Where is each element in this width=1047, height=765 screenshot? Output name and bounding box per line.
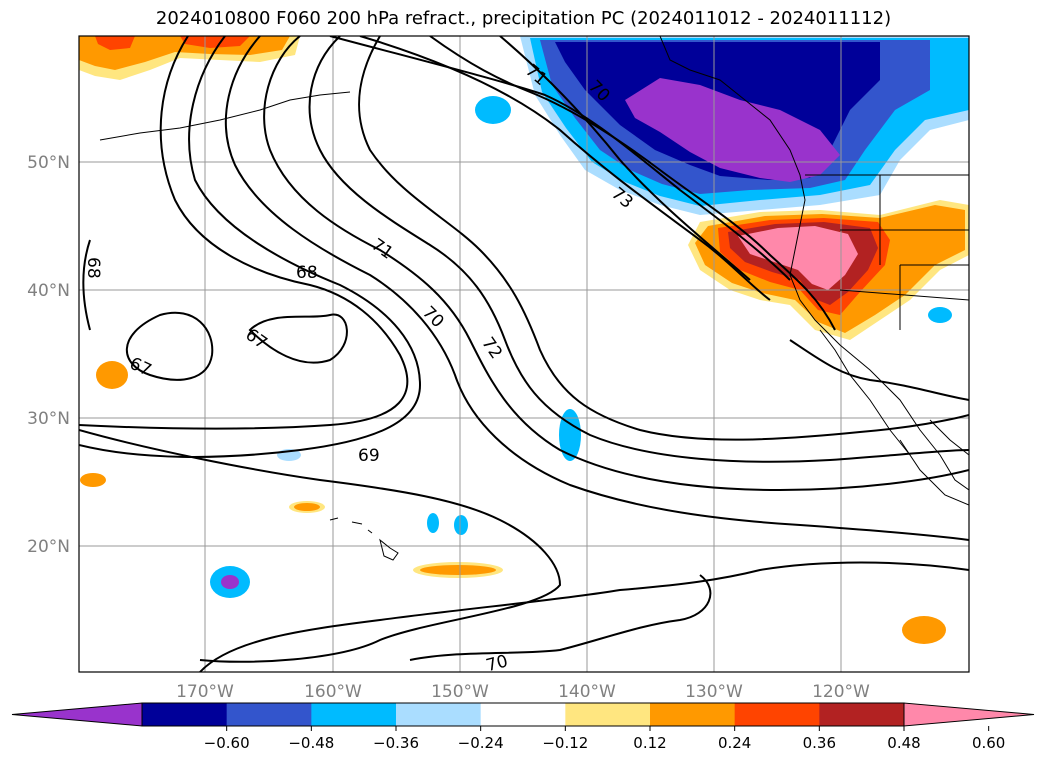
colorbar-segment — [142, 703, 228, 726]
colorbar-segment — [480, 703, 566, 726]
colorbar-tick-label: −0.12 — [542, 734, 588, 752]
gridlines — [79, 36, 969, 672]
lat-label: 30°N — [27, 409, 70, 429]
colorbar: −0.60 −0.48 −0.36 −0.24 −0.12 0.12 0.24 0.36 0.4… — [11, 702, 1035, 752]
positive-ca-pink — [738, 226, 858, 290]
contour-69 — [79, 36, 422, 458]
contour-68 — [79, 36, 409, 430]
cell-cyan-16n — [427, 513, 439, 533]
lat-label: 50°N — [27, 153, 70, 173]
colorbar-segment — [734, 703, 820, 726]
colorbar-tick-label: 0.36 — [803, 734, 836, 752]
contour-extra-east — [789, 339, 969, 401]
colorbar-tick-label: −0.24 — [458, 734, 504, 752]
colorbar-tick-label: −0.60 — [204, 734, 250, 752]
plot-frame — [78, 35, 970, 673]
contour-71-main — [263, 36, 969, 492]
contour-67-loop-b — [248, 313, 348, 364]
lat-label: 40°N — [27, 281, 70, 301]
contour-73-north — [499, 36, 751, 281]
colorbar-segment — [650, 703, 736, 726]
colorbar-tick-label: −0.36 — [373, 734, 419, 752]
coastline-baja — [819, 329, 911, 456]
cell-orange-west — [96, 361, 128, 389]
negative-band-purple — [625, 78, 840, 182]
cell-orange-23n — [294, 503, 320, 511]
cell-blue-37n — [928, 307, 952, 323]
positive-nw-red — [95, 36, 250, 50]
lon-label: 120°W — [812, 682, 870, 702]
colorbar-segment — [226, 703, 312, 726]
colorbar-segment — [311, 703, 397, 726]
contour-70-north — [429, 36, 836, 331]
contour-71-north — [329, 36, 791, 281]
map-title: 2024010800 F060 200 hPa refract., precip… — [155, 8, 892, 29]
contour-label: 69 — [358, 446, 380, 466]
hawaii-islands — [329, 517, 399, 561]
lon-label: 130°W — [685, 682, 743, 702]
contour-72-main — [308, 36, 969, 463]
colorbar-tick-label: 0.48 — [887, 734, 920, 752]
coastline-north-america — [659, 36, 969, 491]
coastline-alaska-islands — [99, 91, 351, 141]
lon-label: 170°W — [176, 682, 234, 702]
cell-orange-26n — [80, 473, 106, 487]
colorbar-tick-label: 0.12 — [633, 734, 666, 752]
contour-69-south — [79, 429, 562, 663]
contour-67-loop — [125, 311, 214, 381]
colorbar-extend-max — [903, 702, 1035, 727]
shading-layer — [79, 36, 969, 644]
contour-label: 68 — [296, 263, 318, 283]
contour-70-south-b — [409, 574, 712, 661]
cell-blue-50n — [475, 96, 511, 124]
lat-label: 20°N — [27, 537, 70, 557]
colorbar-tick-label: −0.48 — [288, 734, 334, 752]
cell-subtropical-orange-core — [420, 565, 496, 575]
border-states — [839, 175, 969, 330]
cell-blue-140w — [559, 409, 581, 461]
colorbar-segment — [396, 703, 482, 726]
cell-purple-south-core — [221, 575, 239, 589]
cell-yellow-115w — [902, 616, 946, 644]
contour-label: 68 — [83, 257, 103, 279]
contour-70-main — [224, 36, 969, 541]
colorbar-segment — [819, 703, 905, 726]
lon-label: 150°W — [431, 682, 489, 702]
contours — [79, 36, 969, 672]
contour-73-main — [358, 36, 969, 441]
colorbar-frame — [141, 702, 905, 727]
colorbar-tick-label: 0.24 — [718, 734, 751, 752]
colorbar-tick-label: 0.60 — [972, 734, 1005, 752]
colorbar-extend-min — [11, 702, 143, 727]
coastlines — [99, 36, 969, 561]
cell-cyan-16n-b — [454, 515, 468, 535]
lon-label: 160°W — [304, 682, 362, 702]
colorbar-segment — [565, 703, 651, 726]
contour-72-north — [359, 36, 771, 301]
contour-68-west — [82, 239, 91, 331]
contour-70-south — [199, 561, 969, 672]
lon-label: 140°W — [558, 682, 616, 702]
